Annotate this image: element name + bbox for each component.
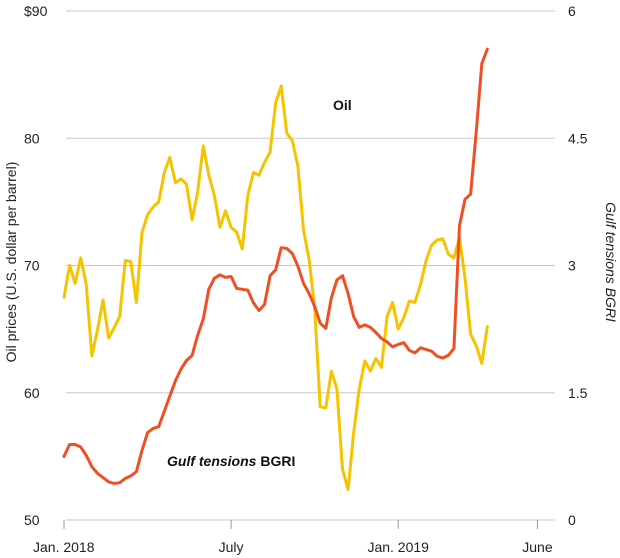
x-axis-tick-label: Jan. 2019: [367, 539, 429, 555]
left-axis-tick-label: 70: [24, 258, 40, 274]
right-axis-tick-label: 6: [568, 3, 576, 19]
left-axis-tick-label: 60: [24, 385, 40, 401]
oil-line: [62, 84, 489, 491]
right-axis-tick-label: 4.5: [568, 130, 588, 146]
series-lines: [62, 47, 489, 491]
axes: $90 80 70 60 50 6 4.5 3 1.5 0 Jan. 2018 July Jan. 20…: [24, 3, 588, 555]
right-axis-tick-label: 1.5: [568, 385, 588, 401]
labels: Oil prices (U.S. dollar per barrel) Gulf…: [3, 97, 619, 469]
right-axis-tick-label: 0: [568, 512, 576, 528]
left-axis-tick-label: 80: [24, 130, 40, 146]
left-axis-tick-label: 50: [24, 512, 40, 528]
oil-series-label: Oil: [333, 97, 352, 113]
left-axis-tick-label: $90: [24, 3, 48, 19]
bgri-line: [62, 47, 489, 485]
left-axis-title: Oil prices (U.S. dollar per barrel): [3, 162, 19, 363]
right-axis-tick-label: 3: [568, 258, 576, 274]
x-axis-tick-label: July: [219, 539, 244, 555]
right-axis-title: Gulf tensions BGRI: [603, 202, 619, 322]
x-axis-tick-label: Jan. 2018: [33, 539, 95, 555]
x-axis-tick-label: June: [522, 539, 553, 555]
bgri-series-label: Gulf tensions BGRI: [167, 453, 295, 469]
